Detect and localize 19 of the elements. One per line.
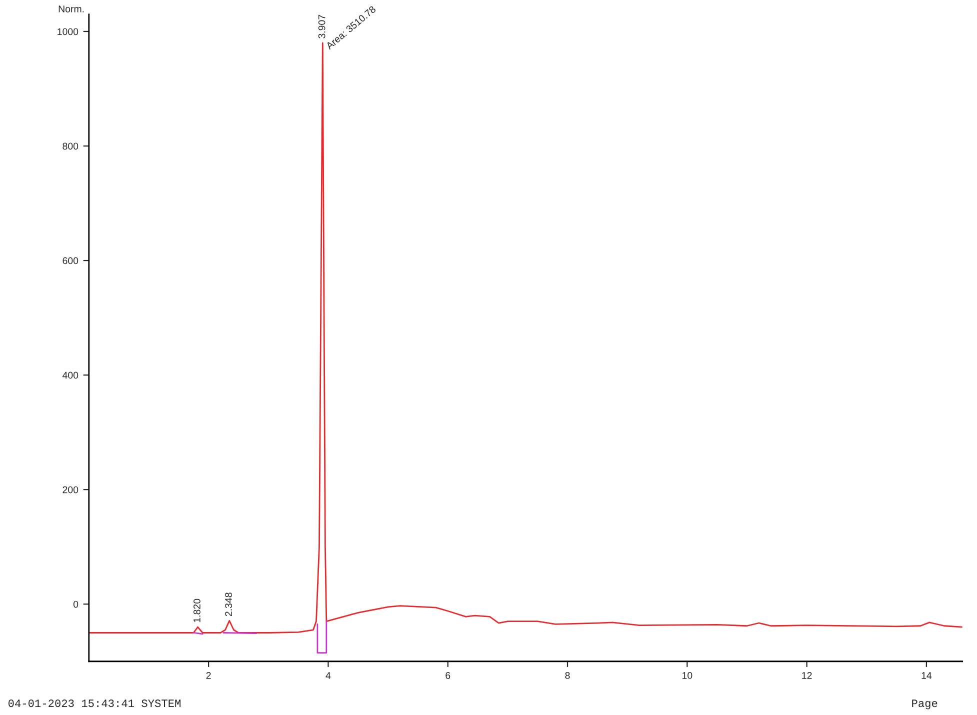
y-tick-label: 600	[62, 257, 78, 264]
annotation: 1.820	[194, 598, 200, 622]
x-tick-label: 2	[206, 672, 211, 679]
text: 04-01-2023 15:43:41 SYSTEM	[8, 700, 180, 708]
annotation: 3.907	[318, 14, 326, 38]
x-tick-label: 6	[446, 672, 450, 679]
annotation: 2.348	[225, 592, 232, 616]
y-tick-label: 200	[62, 486, 78, 494]
x-tick-label: 12	[802, 672, 812, 679]
y-tick-label: 800	[62, 142, 78, 150]
y-axis-title: Norm.	[58, 6, 84, 12]
x-tick-label: 4	[326, 672, 331, 679]
x-tick-label: 8	[565, 672, 570, 679]
x-tick-label: 14	[922, 672, 932, 679]
y-tick-label: 1000	[58, 28, 78, 36]
y-tick-label: 400	[62, 372, 78, 379]
y-tick-label: 0	[73, 600, 78, 608]
text: Page	[912, 700, 938, 710]
x-tick-label: 10	[682, 672, 692, 679]
